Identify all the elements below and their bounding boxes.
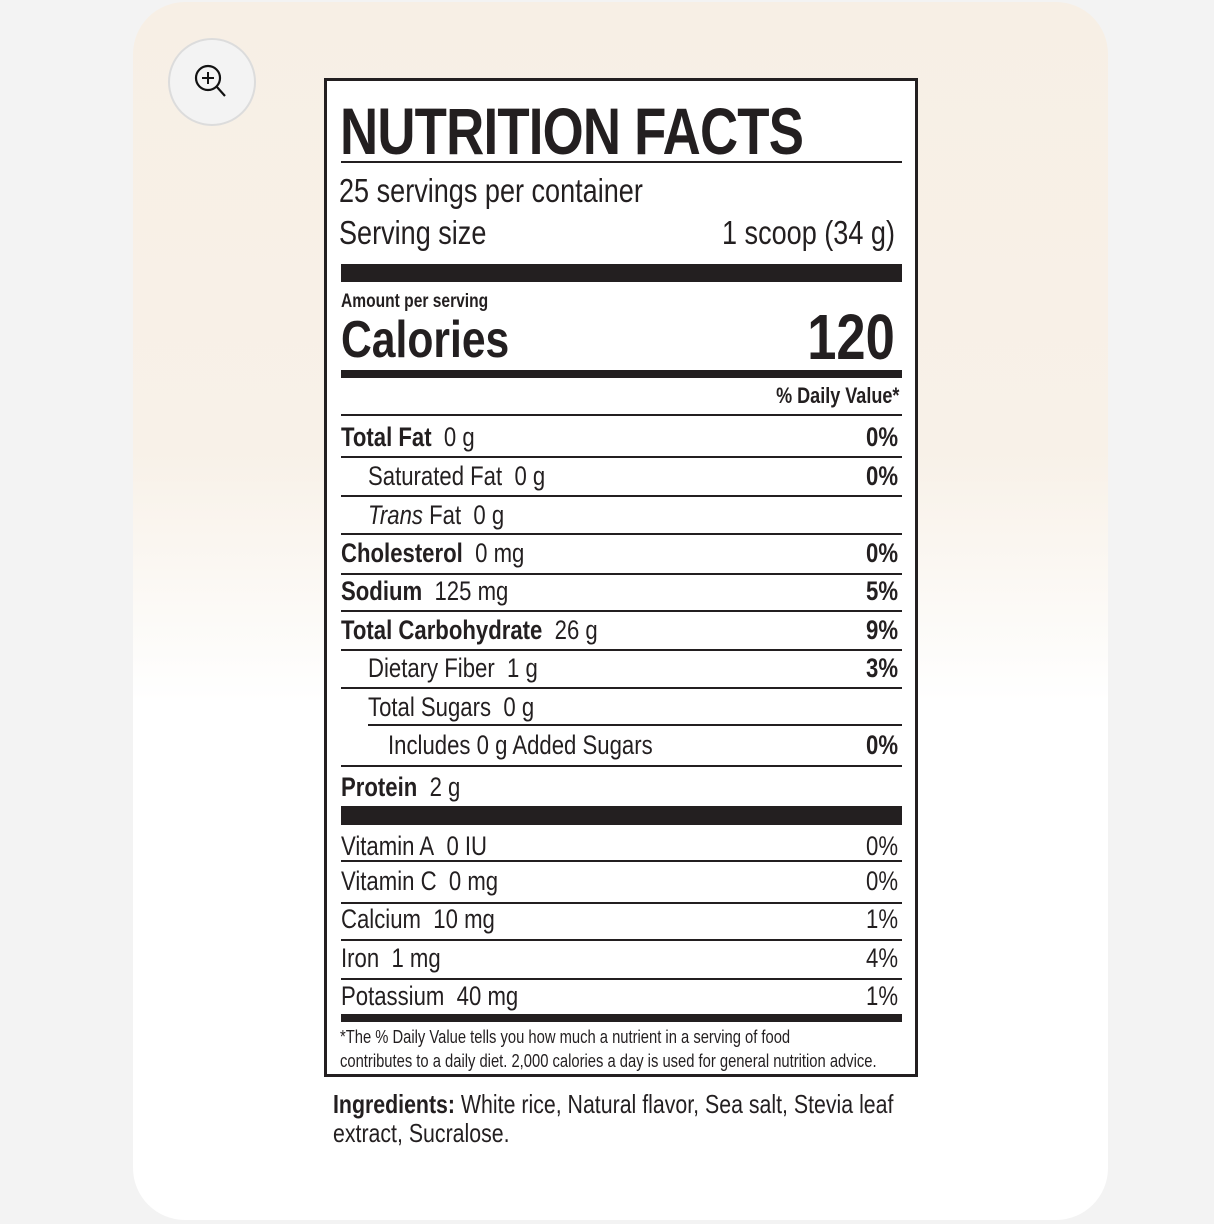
vitamin-daily-value: 1%	[865, 981, 898, 1011]
row-divider	[341, 939, 902, 941]
nutrient-daily-value: 3%	[865, 653, 898, 683]
vitamin-daily-value: 0%	[865, 831, 898, 861]
vitamin-row: Vitamin C 0 mg 0%	[341, 865, 898, 897]
daily-value-header: % Daily Value*	[775, 383, 899, 408]
medium-divider	[341, 370, 902, 378]
row-divider	[341, 860, 902, 862]
nutrient-daily-value: 0%	[865, 538, 898, 568]
zoom-in-icon	[194, 64, 226, 97]
nutrient-row: Sodium 125 mg 5%	[341, 575, 898, 607]
calories-value: 120	[807, 301, 895, 373]
nutrient-amount: 1 g	[507, 653, 538, 683]
nutrient-daily-value: 9%	[865, 615, 898, 645]
nutrition-facts-label: NUTRITION FACTS 25 servings per containe…	[324, 78, 918, 1077]
vitamin-row: Vitamin A 0 IU 0%	[341, 830, 898, 862]
nutrient-amount: 0 g	[443, 422, 475, 452]
nutrient-name: Cholesterol	[341, 538, 463, 568]
thick-divider	[341, 264, 902, 282]
row-divider	[341, 902, 902, 904]
nutrient-row: Includes 0 g Added Sugars 0%	[341, 729, 898, 761]
nutrient-row: Trans Fat 0 g	[341, 499, 898, 531]
nutrient-row: Protein 2 g	[341, 771, 898, 803]
vitamin-name: Vitamin A	[341, 831, 435, 861]
vitamin-amount: 0 mg	[448, 866, 499, 896]
nutrient-daily-value: 5%	[865, 576, 898, 606]
nutrient-name: Total Fat	[341, 422, 432, 452]
nutrient-daily-value: 0%	[865, 422, 898, 452]
row-divider	[341, 610, 902, 612]
nutrient-name: Fat	[429, 500, 462, 530]
nutrient-name: Protein	[341, 772, 418, 802]
ingredients-label: Ingredients:	[333, 1089, 456, 1119]
nutrient-name-italic: Trans	[368, 500, 423, 530]
nutrient-row: Cholesterol 0 mg 0%	[341, 537, 898, 569]
vitamin-amount: 0 IU	[446, 831, 488, 861]
nutrient-row: Dietary Fiber 1 g 3%	[341, 652, 898, 684]
serving-size-label: Serving size	[339, 214, 487, 251]
nutrient-amount: 2 g	[429, 772, 461, 802]
vitamin-amount: 1 mg	[391, 943, 441, 973]
nutrient-name: Saturated Fat	[368, 461, 503, 491]
ingredients-text: extract, Sucralose.	[333, 1118, 510, 1148]
vitamin-daily-value: 1%	[865, 904, 898, 934]
footnote: *The % Daily Value tells you how much a …	[340, 1027, 877, 1071]
nutrient-amount: 26 g	[554, 615, 598, 645]
row-divider	[341, 687, 902, 689]
nutrient-row: Saturated Fat 0 g 0%	[341, 460, 898, 492]
nutrient-daily-value: 0%	[865, 461, 898, 491]
vitamin-row: Potassium 40 mg 1%	[341, 980, 898, 1012]
nutrient-amount: 0 g	[473, 500, 505, 530]
nutrient-row: Total Fat 0 g 0%	[341, 421, 898, 453]
ingredients: Ingredients: White rice, Natural flavor,…	[333, 1090, 1016, 1148]
vitamin-daily-value: 0%	[865, 866, 898, 896]
amount-per-serving: Amount per serving	[341, 291, 489, 312]
zoom-button[interactable]	[168, 38, 256, 126]
ingredients-text: White rice, Natural flavor, Sea salt, St…	[455, 1089, 894, 1119]
row-divider	[341, 533, 902, 535]
row-divider	[341, 649, 902, 651]
nutrient-amount: 0 g	[514, 461, 546, 491]
vitamin-row: Iron 1 mg 4%	[341, 942, 898, 974]
medium-divider	[341, 1014, 902, 1022]
nutrient-name: Dietary Fiber	[368, 653, 495, 683]
row-divider	[341, 573, 902, 575]
vitamin-daily-value: 4%	[865, 943, 898, 973]
row-divider	[368, 724, 902, 726]
nutrient-name: Sodium	[341, 576, 423, 606]
vitamin-amount: 10 mg	[433, 904, 495, 934]
vitamin-name: Calcium	[341, 904, 421, 934]
vitamin-name: Vitamin C	[341, 866, 437, 896]
vitamin-amount: 40 mg	[456, 981, 519, 1011]
nutrient-row: Total Carbohydrate 26 g 9%	[341, 614, 898, 646]
row-divider	[341, 765, 902, 767]
row-divider	[341, 495, 902, 497]
row-divider	[341, 978, 902, 980]
vitamin-row: Calcium 10 mg 1%	[341, 903, 898, 935]
nutrient-amount: 125 mg	[434, 576, 509, 606]
serving-size-value: 1 scoop (34 g)	[722, 214, 895, 251]
nutrient-daily-value: 0%	[865, 730, 898, 760]
servings-per-container: 25 servings per container	[339, 172, 643, 209]
nutrient-amount: 0 mg	[475, 538, 525, 568]
nutrient-name: Total Carbohydrate	[341, 615, 543, 645]
vitamin-name: Iron	[341, 943, 380, 973]
nutrient-name: Total Sugars	[368, 692, 492, 722]
calories-label: Calories	[341, 311, 510, 369]
row-divider	[341, 456, 902, 458]
nutrient-amount: 0 g	[503, 692, 535, 722]
thick-divider	[341, 806, 902, 825]
label-title: NUTRITION FACTS	[340, 94, 804, 168]
nutrient-name: Includes 0 g Added Sugars	[388, 730, 653, 760]
nutrient-row: Total Sugars 0 g	[341, 691, 898, 723]
vitamin-name: Potassium	[341, 981, 445, 1011]
